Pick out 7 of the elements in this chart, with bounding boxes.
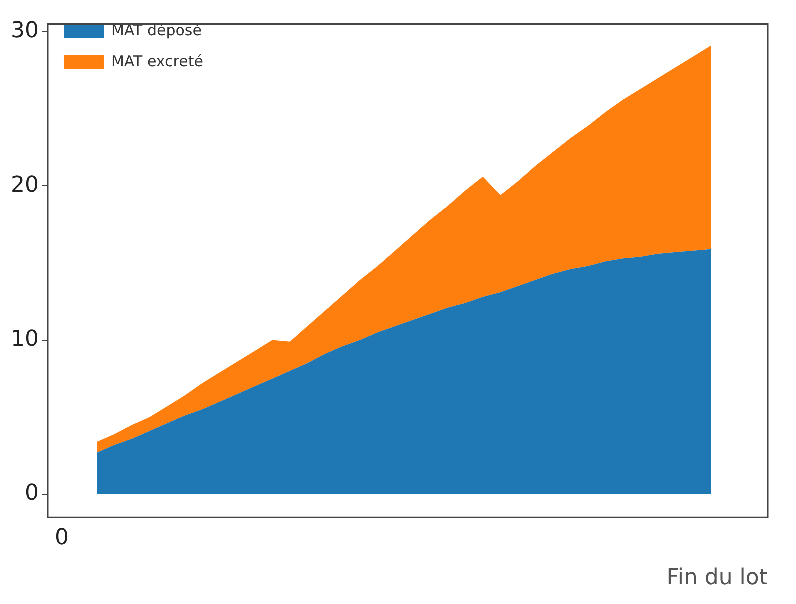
x-axis-title: Fin du lot bbox=[666, 566, 768, 591]
legend-label: MAT excreté bbox=[111, 52, 204, 70]
y-tick-label: 20 bbox=[10, 172, 39, 198]
text: 0 bbox=[54, 525, 69, 550]
y-tick-label: 0 bbox=[24, 481, 39, 506]
y-tick-label: 30 bbox=[10, 18, 39, 44]
y-tick-label: 10 bbox=[10, 327, 39, 352]
